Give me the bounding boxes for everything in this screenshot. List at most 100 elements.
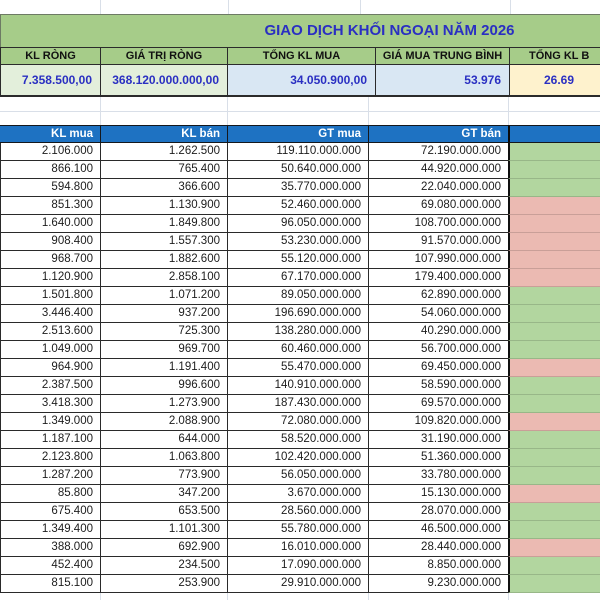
- summary-header-gia-tri-rong[interactable]: GIÁ TRỊ RÒNG: [100, 47, 227, 65]
- cell-kl-mua[interactable]: 908.400: [0, 233, 100, 251]
- summary-value-gia-tri-rong[interactable]: 368.120.000.000,00: [100, 65, 227, 97]
- cell-kl-ban[interactable]: 765.400: [100, 161, 227, 179]
- cell-kl-ban[interactable]: 692.900: [100, 539, 227, 557]
- cell-net-indicator[interactable]: [508, 557, 600, 575]
- summary-header-gia-mua-trung-binh[interactable]: GIÁ MUA TRUNG BÌNH: [375, 47, 509, 65]
- cell-gt-ban[interactable]: 58.590.000.000: [368, 377, 508, 395]
- cell-net-indicator[interactable]: [508, 413, 600, 431]
- cell-kl-mua[interactable]: 2.123.800: [0, 449, 100, 467]
- cell-kl-ban[interactable]: 1.882.600: [100, 251, 227, 269]
- summary-value-gia-mua-trung-binh[interactable]: 53.976: [375, 65, 509, 97]
- cell-gt-mua[interactable]: 28.560.000.000: [227, 503, 368, 521]
- cell-gt-ban[interactable]: 28.440.000.000: [368, 539, 508, 557]
- cell-kl-mua[interactable]: 452.400: [0, 557, 100, 575]
- cell-kl-mua[interactable]: 1.287.200: [0, 467, 100, 485]
- cell-kl-ban[interactable]: 1.101.300: [100, 521, 227, 539]
- cell-kl-ban[interactable]: 1.273.900: [100, 395, 227, 413]
- cell-kl-mua[interactable]: 2.387.500: [0, 377, 100, 395]
- cell-kl-ban[interactable]: 1.130.900: [100, 197, 227, 215]
- cell-gt-mua[interactable]: 89.050.000.000: [227, 287, 368, 305]
- cell-net-indicator[interactable]: [508, 179, 600, 197]
- cell-net-indicator[interactable]: [508, 233, 600, 251]
- cell-gt-mua[interactable]: 119.110.000.000: [227, 143, 368, 161]
- cell-kl-mua[interactable]: 1.640.000: [0, 215, 100, 233]
- cell-kl-mua[interactable]: 866.100: [0, 161, 100, 179]
- cell-gt-ban[interactable]: 107.990.000.000: [368, 251, 508, 269]
- cell-gt-mua[interactable]: 58.520.000.000: [227, 431, 368, 449]
- cell-gt-mua[interactable]: 52.460.000.000: [227, 197, 368, 215]
- cell-gt-ban[interactable]: 22.040.000.000: [368, 179, 508, 197]
- cell-kl-ban[interactable]: 1.191.400: [100, 359, 227, 377]
- cell-kl-mua[interactable]: 1.187.100: [0, 431, 100, 449]
- cell-net-indicator[interactable]: [508, 341, 600, 359]
- cell-net-indicator[interactable]: [508, 377, 600, 395]
- cell-kl-mua[interactable]: 675.400: [0, 503, 100, 521]
- summary-header-tong-kl-mua[interactable]: TỔNG KL MUA: [227, 47, 375, 65]
- cell-gt-mua[interactable]: 102.420.000.000: [227, 449, 368, 467]
- cell-net-indicator[interactable]: [508, 287, 600, 305]
- cell-gt-ban[interactable]: 179.400.000.000: [368, 269, 508, 287]
- cell-gt-ban[interactable]: 91.570.000.000: [368, 233, 508, 251]
- column-header-gt-mua[interactable]: GT mua: [227, 125, 368, 143]
- cell-gt-mua[interactable]: 55.470.000.000: [227, 359, 368, 377]
- cell-gt-ban[interactable]: 51.360.000.000: [368, 449, 508, 467]
- cell-gt-mua[interactable]: 16.010.000.000: [227, 539, 368, 557]
- cell-gt-mua[interactable]: 96.050.000.000: [227, 215, 368, 233]
- cell-kl-ban[interactable]: 2.858.100: [100, 269, 227, 287]
- cell-kl-ban[interactable]: 2.088.900: [100, 413, 227, 431]
- cell-gt-ban[interactable]: 8.850.000.000: [368, 557, 508, 575]
- cell-kl-mua[interactable]: 3.418.300: [0, 395, 100, 413]
- cell-kl-ban[interactable]: 773.900: [100, 467, 227, 485]
- cell-gt-ban[interactable]: 28.070.000.000: [368, 503, 508, 521]
- cell-gt-ban[interactable]: 40.290.000.000: [368, 323, 508, 341]
- cell-gt-ban[interactable]: 56.700.000.000: [368, 341, 508, 359]
- column-header-kl-mua[interactable]: KL mua: [0, 125, 100, 143]
- cell-net-indicator[interactable]: [508, 215, 600, 233]
- cell-net-indicator[interactable]: [508, 467, 600, 485]
- cell-kl-mua[interactable]: 388.000: [0, 539, 100, 557]
- cell-gt-ban[interactable]: 15.130.000.000: [368, 485, 508, 503]
- cell-kl-ban[interactable]: 1.849.800: [100, 215, 227, 233]
- cell-gt-mua[interactable]: 50.640.000.000: [227, 161, 368, 179]
- cell-gt-ban[interactable]: 54.060.000.000: [368, 305, 508, 323]
- cell-net-indicator[interactable]: [508, 197, 600, 215]
- cell-gt-mua[interactable]: 29.910.000.000: [227, 575, 368, 593]
- cell-gt-ban[interactable]: 69.450.000.000: [368, 359, 508, 377]
- cell-gt-mua[interactable]: 55.780.000.000: [227, 521, 368, 539]
- cell-kl-mua[interactable]: 815.100: [0, 575, 100, 593]
- cell-gt-ban[interactable]: 31.190.000.000: [368, 431, 508, 449]
- cell-kl-ban[interactable]: 253.900: [100, 575, 227, 593]
- cell-net-indicator[interactable]: [508, 269, 600, 287]
- cell-gt-ban[interactable]: 69.570.000.000: [368, 395, 508, 413]
- cell-gt-mua[interactable]: 17.090.000.000: [227, 557, 368, 575]
- cell-gt-ban[interactable]: 9.230.000.000: [368, 575, 508, 593]
- cell-gt-mua[interactable]: 67.170.000.000: [227, 269, 368, 287]
- cell-kl-mua[interactable]: 2.106.000: [0, 143, 100, 161]
- cell-net-indicator[interactable]: [508, 539, 600, 557]
- cell-kl-ban[interactable]: 366.600: [100, 179, 227, 197]
- cell-kl-mua[interactable]: 2.513.600: [0, 323, 100, 341]
- cell-net-indicator[interactable]: [508, 503, 600, 521]
- cell-kl-ban[interactable]: 1.071.200: [100, 287, 227, 305]
- cell-kl-mua[interactable]: 851.300: [0, 197, 100, 215]
- cell-kl-mua[interactable]: 3.446.400: [0, 305, 100, 323]
- cell-gt-ban[interactable]: 72.190.000.000: [368, 143, 508, 161]
- cell-net-indicator[interactable]: [508, 143, 600, 161]
- cell-gt-ban[interactable]: 33.780.000.000: [368, 467, 508, 485]
- cell-kl-mua[interactable]: 1.349.400: [0, 521, 100, 539]
- cell-net-indicator[interactable]: [508, 575, 600, 593]
- column-header-kl-ban[interactable]: KL bán: [100, 125, 227, 143]
- summary-value-kl-rong[interactable]: 7.358.500,00: [0, 65, 100, 97]
- cell-gt-mua[interactable]: 187.430.000.000: [227, 395, 368, 413]
- cell-gt-mua[interactable]: 3.670.000.000: [227, 485, 368, 503]
- cell-kl-ban[interactable]: 347.200: [100, 485, 227, 503]
- cell-gt-mua[interactable]: 140.910.000.000: [227, 377, 368, 395]
- cell-kl-ban[interactable]: 996.600: [100, 377, 227, 395]
- cell-kl-mua[interactable]: 1.349.000: [0, 413, 100, 431]
- cell-kl-ban[interactable]: 937.200: [100, 305, 227, 323]
- cell-gt-mua[interactable]: 72.080.000.000: [227, 413, 368, 431]
- cell-kl-mua[interactable]: 1.501.800: [0, 287, 100, 305]
- cell-kl-ban[interactable]: 1.262.500: [100, 143, 227, 161]
- cell-kl-ban[interactable]: 1.557.300: [100, 233, 227, 251]
- cell-gt-mua[interactable]: 53.230.000.000: [227, 233, 368, 251]
